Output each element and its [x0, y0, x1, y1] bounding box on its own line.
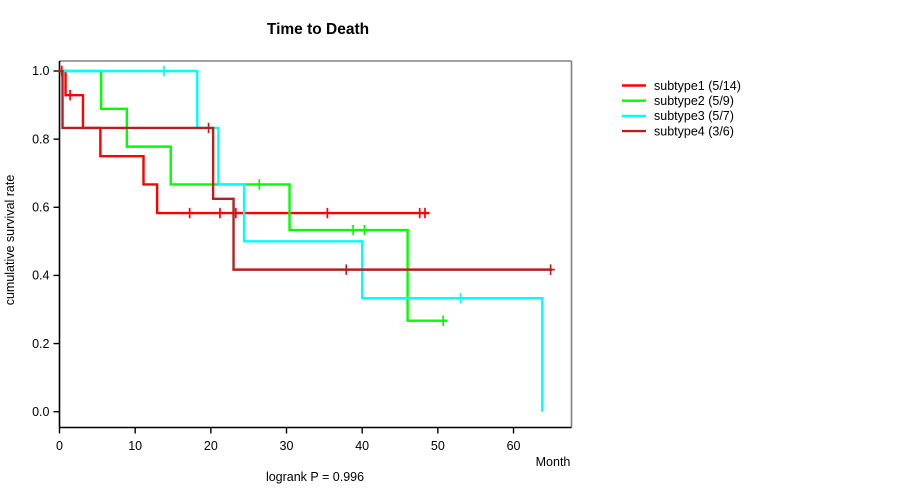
censor-mark [204, 122, 213, 134]
censor-mark [420, 207, 430, 219]
censor-mark [323, 207, 332, 219]
x-tick-label: 60 [507, 439, 521, 453]
censor-mark [159, 65, 169, 77]
x-tick-label: 40 [355, 439, 369, 453]
legend-label: subtype2 (5/9) [654, 94, 734, 108]
y-tick-label: 0.4 [32, 269, 49, 283]
y-axis-label: cumulative survival rate [3, 175, 17, 306]
legend-item: subtype3 (5/7) [622, 109, 734, 123]
y-tick-label: 0.6 [32, 200, 49, 214]
legend-item: subtype4 (3/6) [622, 124, 734, 138]
series-2 [59, 69, 448, 326]
survival-curve [59, 69, 430, 215]
legend-item: subtype2 (5/9) [622, 94, 734, 108]
legend-item: subtype1 (5/14) [622, 79, 741, 93]
legend-label: subtype3 (5/7) [654, 109, 734, 123]
censor-mark [65, 89, 75, 101]
x-tick-label: 30 [280, 439, 294, 453]
censor-mark [342, 264, 351, 275]
logrank-p-value: logrank P = 0.996 [266, 470, 364, 484]
x-axis-label: Month [536, 455, 571, 469]
y-tick-label: 0.8 [32, 132, 49, 146]
chart-title: Time to Death [267, 21, 369, 38]
legend: subtype1 (5/14)subtype2 (5/9)subtype3 (5… [622, 79, 741, 138]
censor-mark [360, 224, 369, 236]
survival-curve [59, 69, 553, 271]
censor-mark [456, 293, 465, 304]
censor-mark [215, 207, 225, 219]
survival-curve [59, 69, 447, 322]
censor-mark [546, 264, 555, 275]
censor-mark [185, 207, 194, 219]
legend-label: subtype1 (5/14) [654, 79, 741, 93]
x-tick-label: 50 [431, 439, 445, 453]
series-1 [57, 65, 430, 219]
axes: 0 10 20 30 40 50 60 0.0 0.2 0.4 0.6 0.8 1.0 [32, 60, 573, 453]
censor-mark [438, 315, 448, 326]
survival-curve [59, 69, 544, 412]
series-3 [59, 65, 544, 412]
legend-label: subtype4 (3/6) [654, 124, 734, 138]
x-tick-label: 0 [56, 439, 63, 453]
x-tick-label: 20 [204, 439, 218, 453]
censor-mark [348, 224, 358, 236]
series-4 [59, 69, 555, 275]
y-tick-label: 1.0 [32, 64, 49, 78]
censor-mark [255, 179, 264, 190]
y-tick-label: 0.2 [32, 337, 49, 351]
x-tick-label: 10 [128, 439, 142, 453]
y-tick-label: 0.0 [32, 405, 49, 419]
